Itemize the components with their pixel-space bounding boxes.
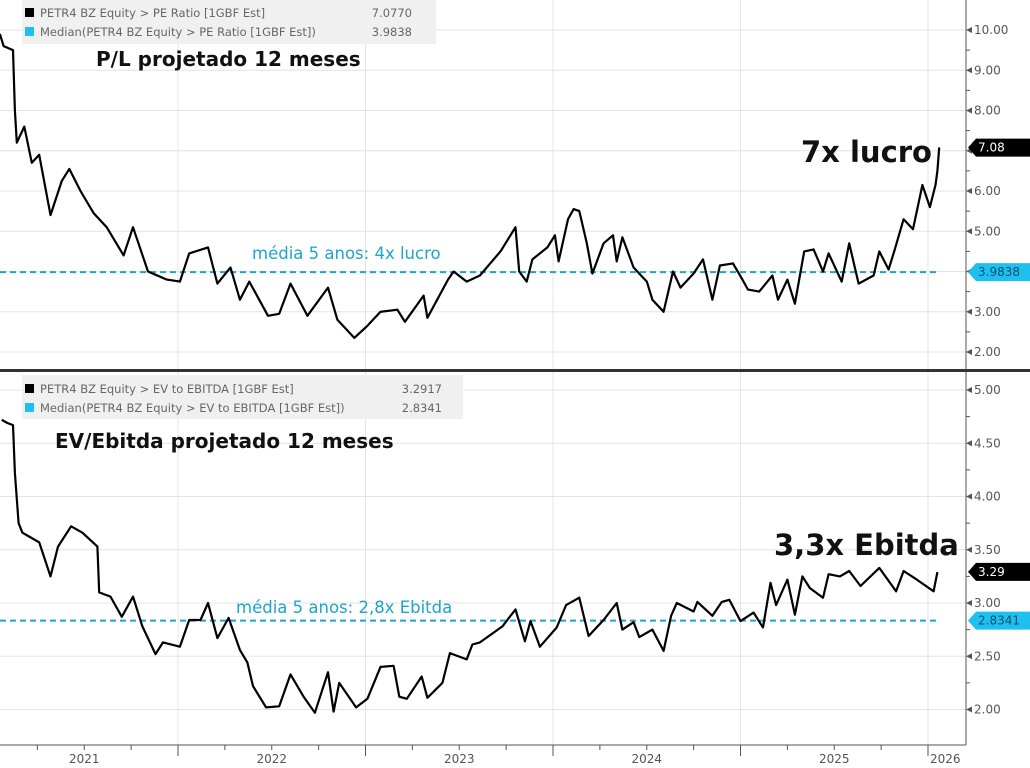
last-value-tag [968, 138, 1030, 157]
y-tick-label: 4.50 [974, 436, 1001, 450]
legend-value: 7.0770 [372, 6, 412, 20]
y-tick-label: 2.00 [974, 345, 1001, 359]
y-tick-mark [966, 387, 972, 393]
legend-swatch-cyan [25, 403, 34, 412]
series-line [1, 418, 939, 714]
y-tick-label: 10.00 [974, 23, 1008, 37]
legend-swatch-black [25, 8, 34, 17]
legend-top: PETR4 BZ Equity > PE Ratio [1GBF Est] 7.… [22, 0, 436, 44]
last-value-label: 3.29 [978, 565, 1005, 579]
y-tick-mark [966, 308, 972, 315]
last-value-label: 7.08 [978, 141, 1005, 155]
legend-background [22, 375, 463, 419]
y-tick-mark [966, 107, 972, 114]
panel-title: EV/Ebitda projetado 12 meses [55, 429, 394, 453]
y-tick-mark [966, 653, 972, 660]
panel-separator [0, 369, 1030, 372]
legend-label: PETR4 BZ Equity > PE Ratio [1GBF Est] [40, 6, 265, 20]
y-tick-mark [966, 67, 972, 74]
x-tick-label: 2023 [444, 752, 475, 766]
median-value-label: 3.9838 [978, 265, 1020, 279]
y-tick-mark [966, 600, 972, 606]
y-tick-label: 9.00 [974, 63, 1001, 77]
legend-value: 3.9838 [372, 25, 412, 39]
x-tick-label: 2025 [819, 752, 850, 766]
y-tick-mark [966, 228, 972, 235]
last-value-tag [968, 562, 1030, 581]
median-value-label: 2.8341 [978, 614, 1020, 628]
y-tick-label: 4.00 [974, 490, 1001, 504]
series-line [0, 33, 941, 339]
y-tick-mark [966, 349, 972, 355]
y-tick-mark [966, 188, 972, 194]
x-tick-label: 2022 [256, 752, 287, 766]
legend-bottom: PETR4 BZ Equity > EV to EBITDA [1GBF Est… [22, 375, 463, 419]
median-lines [0, 271, 940, 622]
panel-title: P/L projetado 12 meses [96, 47, 361, 71]
legend-label: Median(PETR4 BZ Equity > PE Ratio [1GBF … [40, 25, 316, 39]
y-tick-label: 2.00 [974, 703, 1001, 717]
y-tick-label: 3.00 [974, 596, 1001, 610]
legend-value: 2.8341 [402, 401, 442, 415]
annotation: 7x lucro [801, 135, 932, 169]
y-tick-label: 3.00 [974, 305, 1001, 319]
y-tick-label: 5.00 [974, 383, 1001, 397]
series-lines [0, 33, 941, 714]
y-tick-label: 2.50 [974, 649, 1001, 663]
y-tick-mark [966, 546, 972, 553]
legend-label: PETR4 BZ Equity > EV to EBITDA [1GBF Est… [40, 382, 294, 396]
y-tick-mark [966, 493, 972, 500]
x-tick-label: 2024 [631, 752, 662, 766]
legend-swatch-black [25, 384, 34, 393]
legend-background [22, 0, 436, 44]
median-annotation: média 5 anos: 4x lucro [252, 244, 441, 263]
y-tick-mark [966, 706, 972, 713]
y-tick-mark [966, 440, 972, 447]
y-tick-label: 3.50 [974, 543, 1001, 557]
median-value-tag [968, 611, 1030, 630]
median-value-tag [968, 263, 1030, 282]
x-tick-label: 2026 [930, 752, 961, 766]
legend-swatch-cyan [25, 27, 34, 36]
annotation: 3,3x Ebitda [774, 528, 959, 562]
legend-value: 3.2917 [402, 382, 442, 396]
y-tick-mark [966, 27, 972, 33]
y-tick-label: 5.00 [974, 224, 1001, 238]
legend-label: Median(PETR4 BZ Equity > EV to EBITDA [1… [40, 401, 345, 415]
y-tick-label: 8.00 [974, 104, 1001, 118]
y-tick-label: 6.00 [974, 184, 1001, 198]
x-tick-label: 2021 [69, 752, 100, 766]
median-annotation: média 5 anos: 2,8x Ebitda [236, 598, 452, 617]
